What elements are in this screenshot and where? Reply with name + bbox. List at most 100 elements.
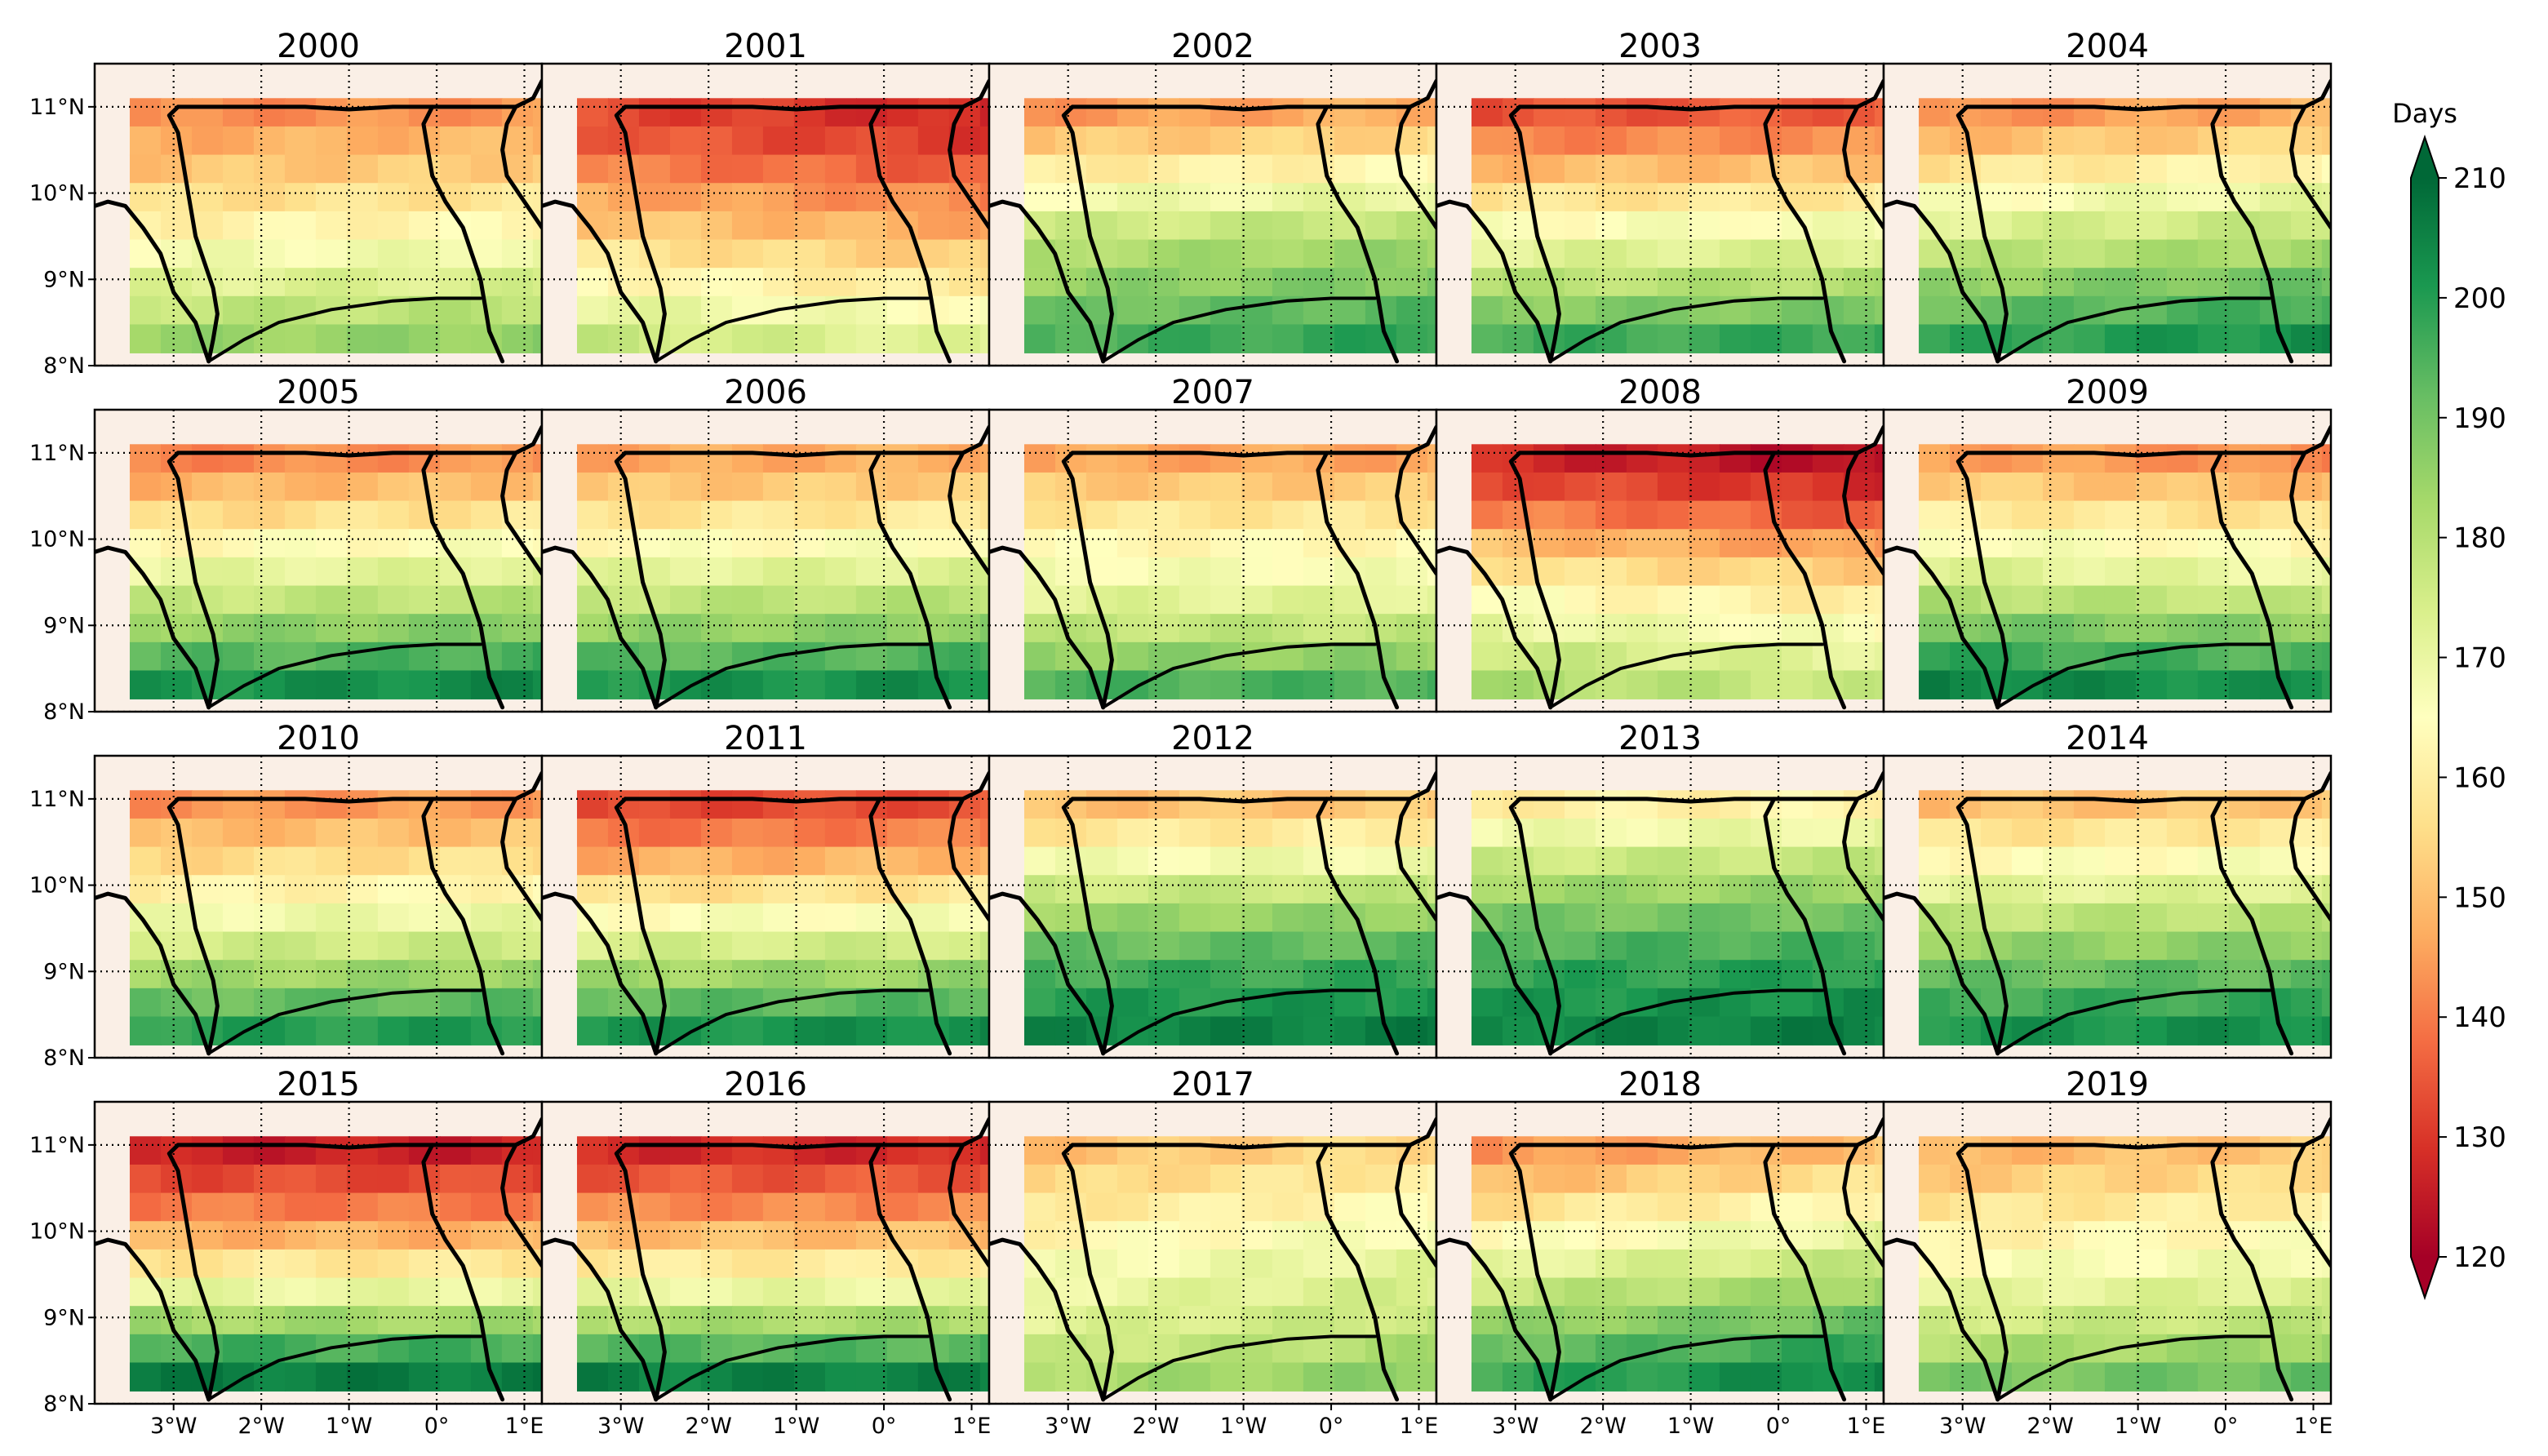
heatmap-cell bbox=[2166, 183, 2199, 212]
heatmap-cell bbox=[576, 500, 609, 530]
heatmap-cell bbox=[1719, 324, 1751, 353]
heatmap-cell bbox=[1781, 295, 1813, 326]
heatmap-cell bbox=[191, 500, 224, 530]
heatmap-cell bbox=[1272, 324, 1304, 353]
heatmap-cell bbox=[1116, 614, 1149, 643]
heatmap-cell bbox=[1210, 1164, 1242, 1194]
heatmap-cells bbox=[1918, 1136, 2331, 1392]
heatmap-cell bbox=[2073, 1016, 2106, 1045]
heatmap-cell bbox=[1657, 1136, 1689, 1165]
heatmap-cell bbox=[408, 670, 441, 699]
heatmap-cell bbox=[1564, 239, 1596, 269]
heatmap-cell bbox=[2166, 1362, 2199, 1392]
heatmap-cell bbox=[1085, 154, 1118, 184]
heatmap-cell bbox=[1564, 931, 1596, 961]
panel-frame bbox=[1882, 62, 2333, 367]
heatmap-cell bbox=[2042, 614, 2075, 643]
heatmap-cell bbox=[1241, 903, 1273, 933]
heatmap-cell bbox=[1023, 1362, 1056, 1392]
heatmap-cell bbox=[762, 790, 795, 819]
heatmap-cell bbox=[2228, 641, 2261, 672]
heatmap-cell bbox=[1657, 444, 1689, 473]
heatmap-cell bbox=[886, 1164, 919, 1194]
heatmap-cell bbox=[2011, 295, 2044, 326]
heatmap-cell bbox=[576, 818, 609, 848]
heatmap-cell bbox=[762, 98, 795, 127]
heatmap-cell bbox=[2104, 1192, 2137, 1223]
heatmap-cell bbox=[1657, 529, 1689, 558]
heatmap-cell bbox=[1657, 1306, 1689, 1335]
heatmap-cell bbox=[731, 875, 764, 904]
heatmap-cell bbox=[2135, 154, 2168, 184]
heatmap-cell bbox=[2042, 1277, 2075, 1307]
heatmap-cell bbox=[1272, 183, 1304, 212]
country-borders bbox=[1884, 1116, 2331, 1402]
heatmap-cell bbox=[700, 183, 733, 212]
heatmap-cell bbox=[1241, 154, 1273, 184]
heatmap-cell bbox=[2321, 239, 2331, 269]
heatmap-cell bbox=[1781, 1016, 1813, 1045]
heatmap-cell bbox=[346, 211, 379, 241]
heatmap-cell bbox=[886, 670, 919, 699]
border-line bbox=[1884, 1237, 2000, 1402]
heatmap-cell bbox=[253, 614, 286, 643]
heatmap-cell bbox=[1241, 1221, 1273, 1250]
heatmap-cell bbox=[762, 846, 795, 877]
heatmap-cell bbox=[576, 1306, 609, 1335]
heatmap-cell bbox=[1688, 670, 1720, 699]
heatmap-cell bbox=[1116, 126, 1149, 156]
heatmap-cell bbox=[1334, 1016, 1366, 1045]
heatmap-cell bbox=[793, 988, 826, 1018]
heatmap-cell bbox=[2135, 1192, 2168, 1223]
heatmap-cell bbox=[532, 846, 542, 877]
heatmap-cell bbox=[2290, 1249, 2323, 1279]
heatmap-cell bbox=[129, 1192, 162, 1223]
heatmap-cell bbox=[793, 1221, 826, 1250]
heatmap-cell bbox=[1533, 818, 1565, 848]
heatmap-cell bbox=[1210, 1192, 1242, 1223]
heatmap-cell bbox=[1241, 818, 1273, 848]
heatmap-cell bbox=[2011, 126, 2044, 156]
heatmap-cell bbox=[1023, 1334, 1056, 1364]
heatmap-cell bbox=[1471, 1192, 1503, 1223]
heatmap-cell bbox=[1564, 903, 1596, 933]
heatmap-cell bbox=[1365, 875, 1397, 904]
border-line bbox=[421, 797, 505, 1056]
heatmap-cell bbox=[1147, 1306, 1180, 1335]
heatmap-cell bbox=[1657, 1277, 1689, 1307]
heatmap-cell bbox=[1595, 1306, 1627, 1335]
border-line bbox=[1995, 296, 2271, 363]
heatmap-cell bbox=[607, 903, 640, 933]
colorbar-tick-label: 160 bbox=[2453, 761, 2506, 794]
heatmap-cell bbox=[470, 557, 503, 587]
heatmap-cell bbox=[1812, 1192, 1844, 1223]
heatmap-cell bbox=[377, 960, 410, 989]
border-line bbox=[1316, 451, 1400, 710]
heatmap-cell bbox=[2321, 154, 2331, 184]
heatmap-cell bbox=[222, 1277, 255, 1307]
heatmap-cell bbox=[2290, 1306, 2323, 1335]
heatmap-cell bbox=[346, 1334, 379, 1364]
heatmap-cell bbox=[2135, 183, 2168, 212]
heatmap-cell bbox=[886, 960, 919, 989]
heatmap-cell bbox=[2321, 557, 2331, 587]
heatmap-cell bbox=[1116, 931, 1149, 961]
border-line bbox=[1061, 1143, 1114, 1402]
heatmap-cell bbox=[1085, 98, 1118, 127]
heatmap-cell bbox=[2166, 98, 2199, 127]
heatmap-cell bbox=[1688, 154, 1720, 184]
heatmap-cell bbox=[129, 1277, 162, 1307]
heatmap-cell bbox=[1874, 903, 1884, 933]
heatmap-cell bbox=[2073, 1164, 2106, 1194]
heatmap-cell bbox=[731, 557, 764, 587]
heatmap-cell bbox=[793, 931, 826, 961]
heatmap-cell bbox=[1533, 500, 1565, 530]
heatmap-cell bbox=[1334, 846, 1366, 877]
heatmap-cell bbox=[669, 903, 702, 933]
heatmap-cell bbox=[1241, 790, 1273, 819]
heatmap-cell bbox=[222, 1221, 255, 1250]
heatmap-cell bbox=[253, 988, 286, 1018]
heatmap-cell bbox=[1241, 1277, 1273, 1307]
heatmap-cell bbox=[532, 585, 542, 615]
